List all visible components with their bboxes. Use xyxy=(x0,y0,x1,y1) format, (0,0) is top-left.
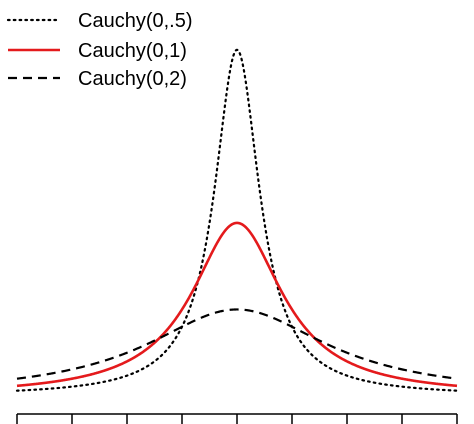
plot-area xyxy=(15,48,459,392)
legend: Cauchy(0,.5) Cauchy(0,1) Cauchy(0,2) xyxy=(6,10,193,90)
legend-label-2: Cauchy(0,1) xyxy=(78,40,187,62)
x-axis xyxy=(16,413,458,424)
legend-label-3: Cauchy(0,2) xyxy=(78,68,187,90)
series-line-1 xyxy=(15,48,459,392)
legend-label-1: Cauchy(0,.5) xyxy=(78,10,193,32)
series-line-3 xyxy=(16,308,458,380)
series-line-2 xyxy=(16,221,458,388)
